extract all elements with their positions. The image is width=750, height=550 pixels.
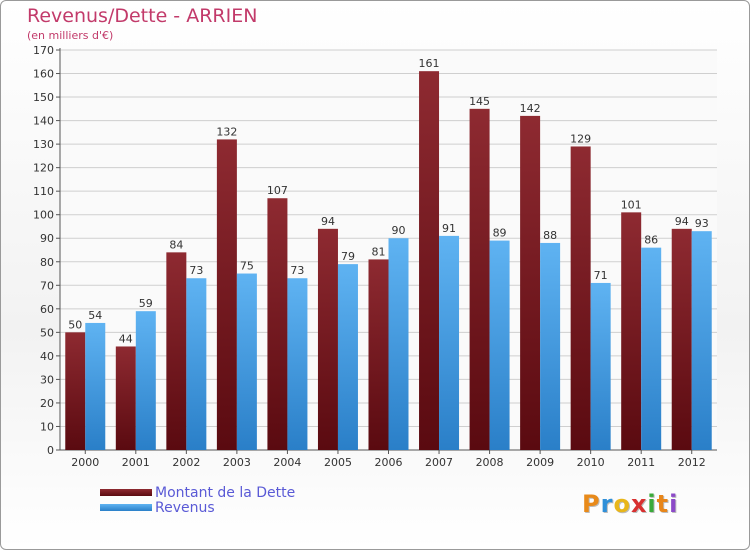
x-tick-label: 2007: [425, 456, 453, 469]
x-tick-label: 2004: [273, 456, 301, 469]
bar-debt: [216, 139, 237, 451]
data-label-revenue: 73: [189, 264, 203, 277]
bar-revenue: [135, 311, 156, 450]
bar-debt: [570, 146, 591, 450]
data-label-debt: 94: [675, 215, 689, 228]
bar-debt: [65, 332, 86, 450]
y-tick-label: 110: [33, 185, 54, 198]
bar-debt: [419, 71, 440, 451]
bar-revenue: [439, 235, 460, 450]
data-label-debt: 44: [119, 332, 133, 345]
data-label-debt: 50: [68, 318, 82, 331]
y-tick-label: 90: [40, 232, 54, 245]
y-tick-label: 60: [40, 303, 54, 316]
data-label-debt: 132: [216, 125, 237, 138]
data-label-revenue: 93: [695, 217, 709, 230]
y-tick-label: 70: [40, 279, 54, 292]
legend-label-debt: Montant de la Dette: [155, 485, 296, 501]
x-tick-label: 2005: [324, 456, 352, 469]
data-label-debt: 142: [520, 102, 541, 115]
x-tick-label: 2002: [172, 456, 200, 469]
data-label-revenue: 86: [644, 234, 658, 247]
data-label-revenue: 54: [88, 309, 102, 322]
y-tick-label: 140: [33, 115, 54, 128]
bar-revenue: [287, 278, 308, 450]
bar-revenue: [540, 242, 561, 450]
x-tick-label: 2009: [526, 456, 554, 469]
bar-debt: [469, 108, 490, 450]
bar-debt: [520, 115, 541, 450]
bar-debt: [621, 212, 642, 450]
logo-letter: P: [582, 490, 601, 518]
y-tick-label: 40: [40, 350, 54, 363]
bar-revenue: [641, 247, 662, 450]
data-label-debt: 129: [570, 132, 591, 145]
x-tick-label: 2011: [627, 456, 655, 469]
bar-revenue: [388, 238, 409, 450]
data-label-debt: 101: [621, 198, 642, 211]
x-tick-label: 2010: [577, 456, 605, 469]
x-tick-label: 2006: [375, 456, 403, 469]
data-label-debt: 107: [267, 184, 288, 197]
bar-revenue: [489, 240, 510, 450]
chart-subtitle: (en milliers d'€): [27, 29, 114, 42]
data-label-revenue: 91: [442, 222, 456, 235]
bar-debt: [368, 259, 389, 450]
data-label-revenue: 90: [392, 224, 406, 237]
bar-debt: [166, 252, 187, 450]
bar-revenue: [236, 273, 257, 450]
data-label-revenue: 59: [139, 297, 153, 310]
y-tick-label: 20: [40, 397, 54, 410]
data-label-revenue: 79: [341, 250, 355, 263]
y-tick-label: 150: [33, 91, 54, 104]
bar-debt: [115, 346, 136, 450]
bar-revenue: [186, 278, 207, 450]
x-tick-label: 2001: [122, 456, 150, 469]
x-tick-label: 2000: [71, 456, 99, 469]
bar-debt: [317, 228, 338, 450]
bar-revenue: [85, 322, 106, 450]
data-label-debt: 161: [419, 57, 440, 70]
data-label-revenue: 89: [493, 227, 507, 240]
bar-debt: [267, 198, 288, 450]
data-label-debt: 94: [321, 215, 335, 228]
y-tick-label: 10: [40, 420, 54, 433]
data-label-revenue: 88: [543, 229, 557, 242]
logo-letter: i: [647, 490, 657, 518]
logo-letter: t: [656, 490, 670, 518]
y-tick-label: 80: [40, 256, 54, 269]
y-tick-label: 120: [33, 162, 54, 175]
data-label-debt: 145: [469, 95, 490, 108]
data-label-revenue: 71: [594, 269, 608, 282]
y-tick-label: 50: [40, 326, 54, 339]
y-tick-label: 130: [33, 138, 54, 151]
y-tick-label: 170: [33, 44, 54, 57]
logo-letter: o: [613, 490, 631, 518]
legend-swatch-debt: [100, 489, 152, 496]
proxiti-logo: Proxiti: [582, 490, 678, 518]
bar-debt: [671, 228, 692, 450]
bar-revenue: [691, 231, 712, 450]
x-tick-label: 2012: [678, 456, 706, 469]
logo-letter: x: [630, 490, 648, 518]
y-tick-label: 0: [47, 444, 54, 457]
y-tick-label: 100: [33, 209, 54, 222]
chart-title: Revenus/Dette - ARRIEN: [27, 5, 258, 27]
bar-revenue: [590, 282, 611, 450]
legend-swatch-revenue: [100, 504, 152, 511]
data-label-debt: 81: [372, 245, 386, 258]
bar-revenue: [337, 264, 358, 450]
x-tick-label: 2008: [476, 456, 504, 469]
legend-label-revenue: Revenus: [155, 500, 215, 516]
y-tick-label: 160: [33, 68, 54, 81]
data-label-revenue: 75: [240, 260, 254, 273]
data-label-revenue: 73: [290, 264, 304, 277]
logo-letter: r: [600, 490, 614, 518]
data-label-debt: 84: [169, 238, 183, 251]
y-tick-label: 30: [40, 373, 54, 386]
x-tick-label: 2003: [223, 456, 251, 469]
logo-letter: i: [669, 490, 679, 518]
